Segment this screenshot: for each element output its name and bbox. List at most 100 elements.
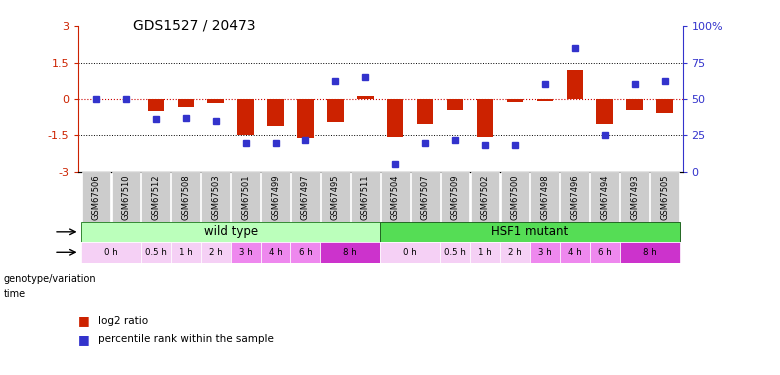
Bar	[261, 242, 290, 262]
Text: 3 h: 3 h	[239, 248, 253, 257]
Text: 6 h: 6 h	[299, 248, 312, 257]
Text: 2 h: 2 h	[209, 248, 222, 257]
Text: genotype/variation: genotype/variation	[4, 274, 97, 284]
Bar	[380, 222, 679, 242]
Text: GSM67512: GSM67512	[151, 174, 161, 220]
Bar	[619, 242, 679, 262]
Bar	[656, 99, 673, 114]
Text: log2 ratio: log2 ratio	[98, 316, 147, 326]
Bar	[261, 172, 290, 222]
Bar	[651, 172, 679, 222]
Bar	[500, 242, 530, 262]
Bar	[537, 99, 553, 101]
Text: 0.5 h: 0.5 h	[444, 248, 466, 257]
Bar	[530, 242, 560, 262]
Bar	[470, 172, 499, 222]
Text: 8 h: 8 h	[343, 248, 357, 257]
Bar	[207, 99, 224, 103]
Bar	[357, 96, 374, 99]
Text: ■: ■	[78, 314, 90, 327]
Text: 2 h: 2 h	[508, 248, 522, 257]
Bar	[81, 222, 381, 242]
Bar	[597, 99, 613, 124]
Bar	[237, 99, 254, 135]
Bar	[381, 172, 410, 222]
Bar	[268, 99, 284, 126]
Bar	[231, 242, 261, 262]
Bar	[200, 242, 231, 262]
Text: GSM67506: GSM67506	[91, 174, 101, 220]
Bar	[82, 172, 110, 222]
Bar	[81, 242, 141, 262]
Text: HSF1 mutant: HSF1 mutant	[491, 225, 569, 238]
Bar	[327, 99, 344, 122]
Bar	[321, 172, 349, 222]
Text: GSM67497: GSM67497	[301, 174, 310, 220]
Bar	[441, 172, 470, 222]
Bar	[231, 172, 260, 222]
Bar	[411, 172, 439, 222]
Text: 3 h: 3 h	[538, 248, 551, 257]
Bar	[560, 172, 589, 222]
Text: 8 h: 8 h	[643, 248, 657, 257]
Text: 0.5 h: 0.5 h	[145, 248, 167, 257]
Text: GSM67509: GSM67509	[451, 174, 459, 220]
Bar	[590, 242, 619, 262]
Text: GSM67499: GSM67499	[271, 174, 280, 220]
Text: GSM67501: GSM67501	[241, 174, 250, 220]
Bar	[447, 99, 463, 110]
Text: GSM67503: GSM67503	[211, 174, 220, 220]
Bar	[530, 172, 559, 222]
Text: 4 h: 4 h	[568, 248, 582, 257]
Bar	[201, 172, 230, 222]
Bar	[417, 99, 434, 124]
Bar	[477, 99, 493, 136]
Bar	[321, 242, 380, 262]
Text: 1 h: 1 h	[478, 248, 492, 257]
Bar	[178, 99, 194, 107]
Text: GSM67510: GSM67510	[122, 174, 130, 220]
Bar	[387, 99, 403, 136]
Bar	[507, 99, 523, 102]
Bar	[566, 70, 583, 99]
Bar	[626, 99, 643, 110]
Text: GSM67498: GSM67498	[541, 174, 549, 220]
Bar	[172, 172, 200, 222]
Text: percentile rank within the sample: percentile rank within the sample	[98, 334, 273, 344]
Bar	[590, 172, 619, 222]
Text: 0 h: 0 h	[403, 248, 417, 257]
Text: GDS1527 / 20473: GDS1527 / 20473	[133, 19, 255, 33]
Text: GSM67511: GSM67511	[361, 174, 370, 220]
Text: ■: ■	[78, 333, 90, 346]
Text: 0 h: 0 h	[104, 248, 118, 257]
Text: 6 h: 6 h	[597, 248, 612, 257]
Text: GSM67495: GSM67495	[331, 174, 340, 220]
Bar	[141, 172, 170, 222]
Text: GSM67502: GSM67502	[480, 174, 490, 220]
Text: GSM67493: GSM67493	[630, 174, 639, 220]
Text: GSM67505: GSM67505	[660, 174, 669, 220]
Bar	[380, 242, 440, 262]
Bar	[297, 99, 314, 138]
Bar	[147, 99, 164, 111]
Bar	[501, 172, 530, 222]
Bar	[440, 242, 470, 262]
Text: 1 h: 1 h	[179, 248, 193, 257]
Text: GSM67504: GSM67504	[391, 174, 399, 220]
Text: time: time	[4, 290, 26, 299]
Bar	[470, 242, 500, 262]
Text: GSM67496: GSM67496	[570, 174, 580, 220]
Bar	[291, 172, 320, 222]
Text: GSM67494: GSM67494	[600, 174, 609, 220]
Bar	[351, 172, 380, 222]
Text: GSM67508: GSM67508	[181, 174, 190, 220]
Text: GSM67500: GSM67500	[510, 174, 519, 220]
Bar	[112, 172, 140, 222]
Bar	[171, 242, 200, 262]
Text: GSM67507: GSM67507	[420, 174, 430, 220]
Text: wild type: wild type	[204, 225, 257, 238]
Bar	[141, 242, 171, 262]
Bar	[620, 172, 649, 222]
Text: 4 h: 4 h	[268, 248, 282, 257]
Bar	[290, 242, 321, 262]
